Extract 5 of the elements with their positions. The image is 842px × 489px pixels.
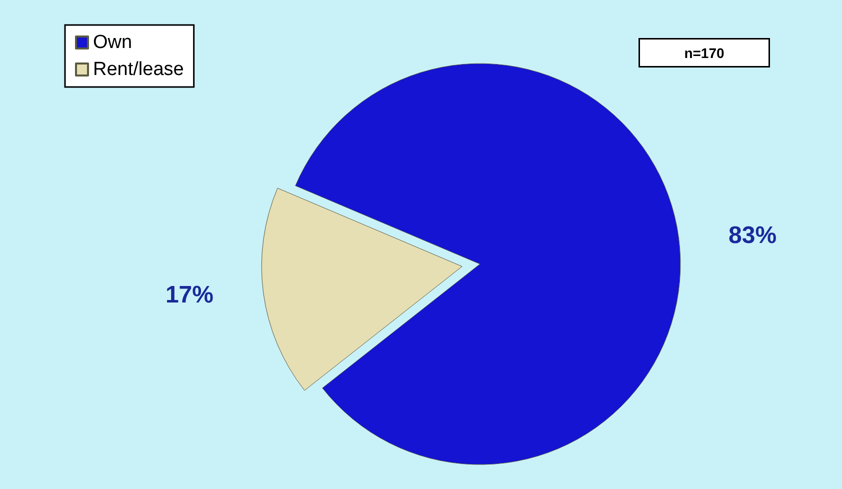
data-label: 83% (728, 222, 777, 250)
data-label: 17% (165, 281, 214, 308)
legend-label: Rent/lease (93, 59, 184, 80)
legend-label: Own (93, 32, 132, 53)
text: n=170 (684, 44, 725, 61)
